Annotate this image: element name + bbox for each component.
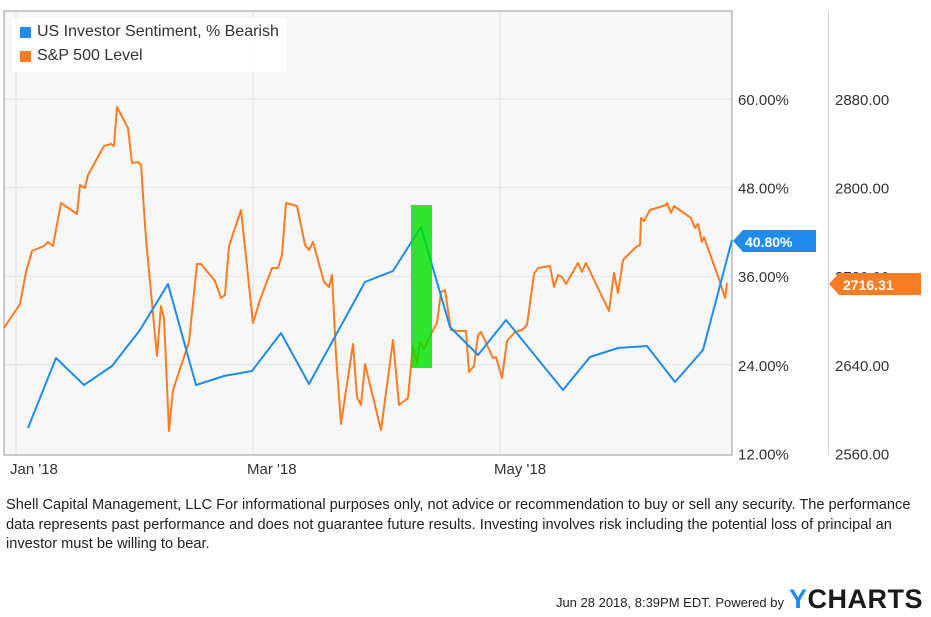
left-axis-tick-label: 24.00% [738,358,789,375]
legend-swatch-orange-icon [20,50,31,62]
timestamp: Jun 28 2018, 8:39PM EDT. [555,595,712,610]
highlight-annotation [411,205,432,368]
logo-y: Y [788,584,808,614]
sp500-last-value-badge: 2716.31 [829,273,921,295]
chart: 60.00% 48.00% 36.00% 24.00% 12.00% 2880.00 28… [3,10,921,478]
ycharts-logo[interactable]: YCHARTS [789,586,923,613]
right-axis-tick-label: 2560.00 [835,446,889,463]
disclaimer-text: Shell Capital Management, LLC For inform… [6,497,911,552]
chart-canvas: 60.00% 48.00% 36.00% 24.00% 12.00% 2880.00 28… [3,10,921,478]
logo-charts: CHARTS [807,584,923,614]
powered-by-label: Powered by [715,595,784,610]
footer: Jun 28 2018, 8:39PM EDT. Powered by YCHA… [556,586,923,613]
left-axis-tick-label: 60.00% [738,92,789,109]
left-axis-tick-label: 48.00% [738,181,789,198]
right-axis-tick-label: 2640.00 [835,358,889,375]
right-axis-tick-label: 2800.00 [835,181,889,198]
x-axis-tick-label: Jan '18 [10,461,58,478]
legend-label: US Investor Sentiment, % Bearish [37,23,279,40]
x-axis-tick-label: Mar '18 [247,461,297,478]
legend-item-sp500[interactable]: S&P 500 Level [20,44,279,68]
legend-swatch-blue-icon [20,26,31,38]
legend: US Investor Sentiment, % Bearish S&P 500… [12,18,287,72]
horizontal-gridlines [5,98,731,366]
x-axis-ticks: Jan '18 Mar '18 May '18 [10,461,546,478]
left-axis-ticks: 60.00% 48.00% 36.00% 24.00% 12.00% [738,92,789,463]
legend-item-sentiment[interactable]: US Investor Sentiment, % Bearish [20,20,279,44]
sentiment-line [27,226,733,429]
legend-label: S&P 500 Level [37,47,143,64]
svg-text:40.80%: 40.80% [745,234,793,250]
sentiment-last-value-badge: 40.80% [733,230,816,252]
svg-text:2716.31: 2716.31 [843,277,894,293]
sp500-line [3,106,728,432]
right-axis-tick-label: 2880.00 [835,92,889,109]
plot-area [3,10,733,456]
vertical-gridlines [15,12,501,454]
x-axis-tick-label: May '18 [494,461,546,478]
left-axis-tick-label: 36.00% [738,269,789,286]
left-axis-tick-label: 12.00% [738,446,789,463]
